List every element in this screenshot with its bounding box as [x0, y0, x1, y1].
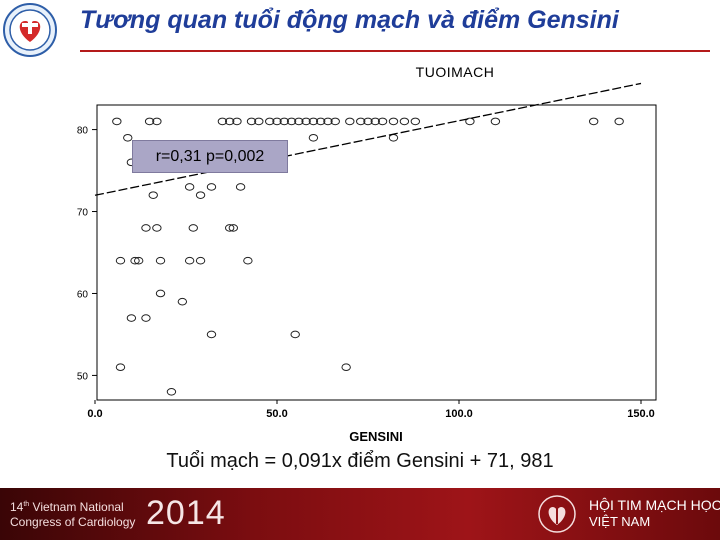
data-point: [272, 117, 282, 126]
data-point: [206, 183, 217, 191]
data-point: [588, 117, 599, 126]
x-tick-label: 50.0: [266, 408, 287, 420]
data-point: [254, 117, 264, 126]
data-point: [490, 117, 501, 126]
x-tick-label: 100.0: [445, 408, 473, 420]
data-point: [152, 117, 162, 126]
data-point: [301, 117, 311, 126]
slide-title: Tương quan tuổi động mạch và điểm Gensin…: [80, 6, 619, 34]
y-tick-label: 50: [77, 371, 89, 382]
data-point: [141, 224, 151, 232]
data-point: [243, 256, 253, 265]
heart-emblem-icon: [538, 495, 576, 533]
axis-ticks: 0.0 50.0 100.0 150.0 50 60 70 80: [77, 126, 655, 420]
congress-year: 2014: [146, 494, 226, 532]
data-point: [184, 183, 195, 191]
y-tick-label: 60: [77, 289, 89, 300]
chart-title: TUOIMACH: [416, 64, 495, 80]
data-point: [315, 117, 326, 126]
x-tick-label: 150.0: [627, 408, 655, 420]
data-point: [152, 224, 162, 232]
data-point: [195, 256, 206, 265]
data-point: [188, 224, 198, 232]
data-point: [141, 314, 151, 322]
society-name-line1: HỘI TIM MẠCH HỌC: [589, 497, 720, 513]
data-point: [155, 289, 166, 298]
data-point: [308, 133, 319, 142]
y-tick-label: 80: [77, 126, 89, 137]
data-point: [308, 117, 319, 126]
x-axis-label: GENSINI: [349, 429, 402, 444]
congress-name-line2: Congress of Cardiology: [10, 515, 136, 529]
data-point: [123, 133, 133, 142]
data-point: [345, 117, 355, 126]
data-point: [217, 117, 228, 126]
data-point: [399, 117, 410, 126]
data-point: [465, 117, 475, 126]
data-point: [294, 117, 304, 126]
data-point: [228, 224, 239, 232]
data-point: [388, 117, 399, 126]
correlation-annotation: r=0,31 p=0,002: [132, 140, 288, 173]
data-point: [206, 330, 217, 339]
congress-name-rest: Vietnam National: [29, 500, 124, 514]
data-point: [279, 117, 289, 126]
data-point: [246, 117, 257, 126]
data-point: [184, 256, 195, 265]
data-point: [112, 117, 122, 126]
data-point: [323, 117, 333, 126]
data-point: [377, 117, 388, 126]
data-point: [286, 117, 297, 126]
y-tick-label: 70: [77, 208, 89, 219]
data-point: [235, 183, 246, 191]
data-point: [614, 117, 624, 126]
footer-banner: 14th Vietnam National Congress of Cardio…: [0, 488, 720, 540]
data-point: [177, 297, 188, 306]
title-divider: [80, 50, 710, 52]
data-point: [195, 191, 206, 199]
data-point: [115, 256, 126, 265]
data-point: [290, 330, 300, 339]
congress-name-line1: 14th Vietnam National: [10, 500, 124, 514]
data-point: [130, 256, 140, 265]
data-point: [341, 363, 351, 372]
data-point: [363, 117, 373, 126]
congress-ordinal: 14: [10, 500, 24, 514]
data-point: [370, 117, 380, 126]
ordinal-suffix: th: [23, 501, 30, 508]
data-point: [155, 256, 166, 265]
data-point: [224, 224, 235, 232]
data-point: [133, 256, 144, 265]
data-point: [166, 388, 177, 396]
data-point: [232, 117, 242, 126]
association-logo: [3, 3, 57, 57]
data-points: [112, 117, 624, 396]
regression-line: [94, 82, 642, 196]
x-tick-label: 0.0: [87, 408, 102, 420]
data-point: [265, 117, 275, 126]
data-point: [144, 117, 155, 126]
society-name-line2: VIỆT NAM: [589, 514, 651, 529]
data-point: [224, 117, 235, 126]
data-point: [410, 117, 421, 126]
data-point: [115, 363, 126, 372]
data-point: [126, 314, 137, 322]
data-point: [148, 191, 158, 199]
data-point: [356, 117, 366, 126]
regression-equation: Tuổi mạch = 0,091x điểm Gensini + 71, 98…: [166, 450, 554, 472]
data-point: [330, 117, 340, 126]
